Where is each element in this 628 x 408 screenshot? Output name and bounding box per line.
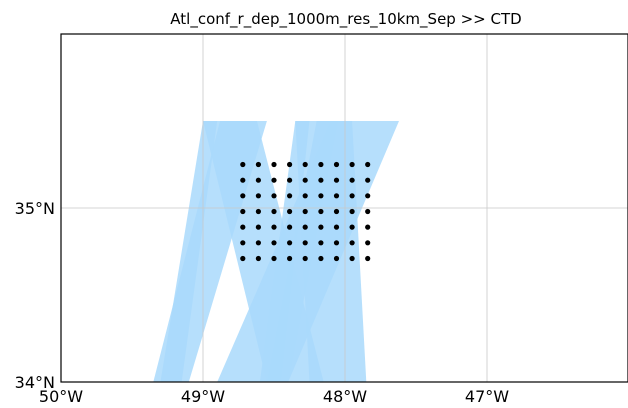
ctd-station-point [349, 240, 355, 246]
ctd-station-point [287, 177, 293, 183]
ctd-station-point [287, 161, 293, 168]
ctd-station-layer [240, 161, 371, 262]
ctd-station-point [271, 208, 277, 215]
ctd-station-point [365, 240, 371, 246]
ctd-station-point [302, 193, 308, 199]
ctd-station-point [302, 208, 308, 215]
ctd-station-point [271, 161, 277, 168]
ctd-station-point [240, 255, 246, 262]
ctd-station-point [302, 255, 308, 262]
ctd-station-point [302, 240, 308, 246]
ctd-station-point [287, 193, 293, 199]
latitude-tick-label: 34°N [15, 373, 55, 392]
ctd-station-point [302, 177, 308, 183]
map-frame [60, 33, 628, 383]
ctd-station-point [240, 161, 246, 168]
satellite-swath-layer [153, 121, 399, 382]
satellite-swath [153, 121, 267, 382]
ctd-station-point [318, 193, 324, 199]
gridline-layer [61, 34, 628, 382]
ctd-station-point [271, 193, 277, 199]
ctd-station-point [255, 240, 261, 246]
ctd-station-point [255, 208, 261, 215]
map-area [60, 33, 628, 383]
satellite-swath [295, 121, 367, 382]
ctd-station-point [240, 240, 246, 246]
ctd-station-point [255, 193, 261, 199]
ctd-station-point [271, 255, 277, 262]
ctd-station-point [255, 255, 261, 262]
ctd-station-point [333, 255, 340, 262]
ctd-station-point [255, 177, 261, 183]
ctd-station-point [333, 224, 340, 230]
ctd-station-point [365, 224, 371, 230]
ctd-station-point [302, 161, 308, 168]
longitude-tick-label: 47°W [465, 387, 509, 406]
ctd-station-point [333, 177, 340, 183]
ctd-station-point [333, 240, 340, 246]
ctd-station-point [365, 177, 371, 183]
ctd-station-point [365, 161, 371, 168]
ctd-station-point [318, 224, 324, 230]
ctd-station-point [271, 224, 277, 230]
ctd-station-point [302, 224, 308, 230]
ctd-station-point [365, 193, 371, 199]
ctd-station-point [287, 224, 293, 230]
ctd-station-point [318, 240, 324, 246]
ctd-station-point [349, 224, 355, 230]
ctd-station-point [349, 177, 355, 183]
latitude-tick-label: 35°N [15, 199, 55, 218]
ctd-station-point [287, 208, 293, 215]
ctd-station-point [255, 161, 261, 168]
ctd-station-point [287, 255, 293, 262]
ctd-station-point [318, 177, 324, 183]
longitude-tick-label: 49°W [181, 387, 225, 406]
ctd-station-point [240, 193, 246, 199]
longitude-tick-label: 48°W [323, 387, 367, 406]
ctd-station-point [255, 224, 261, 230]
longitude-tick-label: 50°W [39, 387, 83, 406]
ctd-station-point [240, 224, 246, 230]
ctd-station-point [349, 193, 355, 199]
ctd-station-point [333, 161, 340, 168]
ctd-station-point [333, 208, 340, 215]
axis-tick-labels: 50°W 49°W 48°W 47°W 34°N 35°N [15, 199, 510, 406]
ctd-station-point [318, 161, 324, 168]
ctd-station-point [240, 177, 246, 183]
ctd-station-point [318, 255, 324, 262]
ctd-station-point [271, 240, 277, 246]
ctd-station-point [365, 208, 371, 215]
ctd-station-point [349, 255, 355, 262]
ctd-station-point [349, 208, 355, 215]
ctd-station-point [287, 240, 293, 246]
ctd-station-point [240, 208, 246, 215]
ctd-station-point [365, 255, 371, 262]
ctd-station-point [349, 161, 355, 168]
ctd-station-point [318, 208, 324, 215]
ctd-station-point [271, 177, 277, 183]
map-title: Atl_conf_r_dep_1000m_res_10km_Sep >> CTD [170, 10, 521, 29]
ctd-station-point [333, 193, 340, 199]
